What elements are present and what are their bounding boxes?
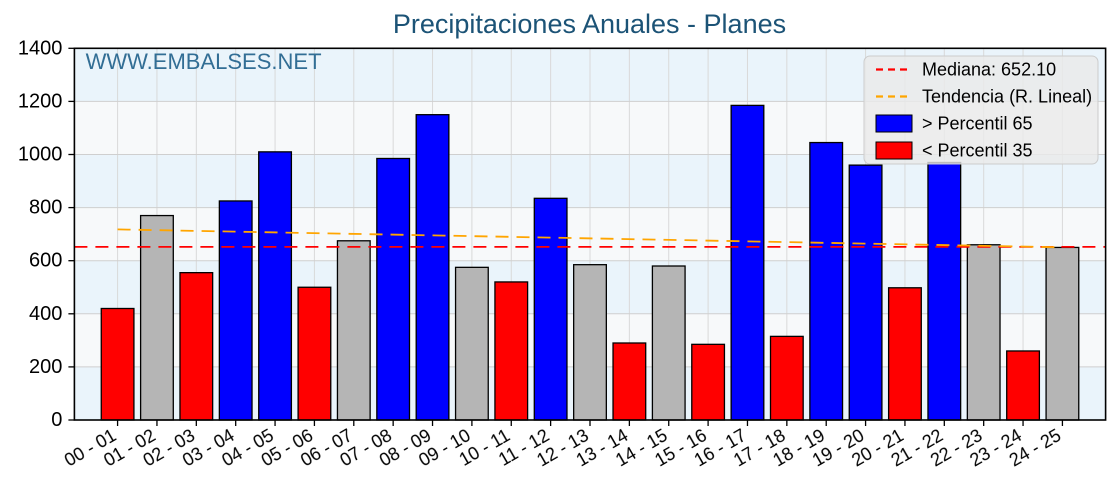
svg-text:> Percentil 65: > Percentil 65 <box>922 114 1033 134</box>
svg-text:Precipitaciones Anuales - Plan: Precipitaciones Anuales - Planes <box>393 9 786 39</box>
svg-text:600: 600 <box>29 250 62 272</box>
svg-text:1000: 1000 <box>18 144 63 166</box>
svg-text:Tendencia (R. Lineal): Tendencia (R. Lineal) <box>922 87 1092 107</box>
svg-text:WWW.EMBALSES.NET: WWW.EMBALSES.NET <box>86 49 322 74</box>
svg-text:400: 400 <box>29 303 62 325</box>
svg-text:0: 0 <box>51 409 62 431</box>
svg-text:1400: 1400 <box>18 37 63 59</box>
svg-text:1200: 1200 <box>18 90 63 112</box>
svg-text:Mediana: 652.10: Mediana: 652.10 <box>922 60 1056 80</box>
svg-text:200: 200 <box>29 356 62 378</box>
svg-text:800: 800 <box>29 197 62 219</box>
svg-text:< Percentil 35: < Percentil 35 <box>922 141 1033 161</box>
